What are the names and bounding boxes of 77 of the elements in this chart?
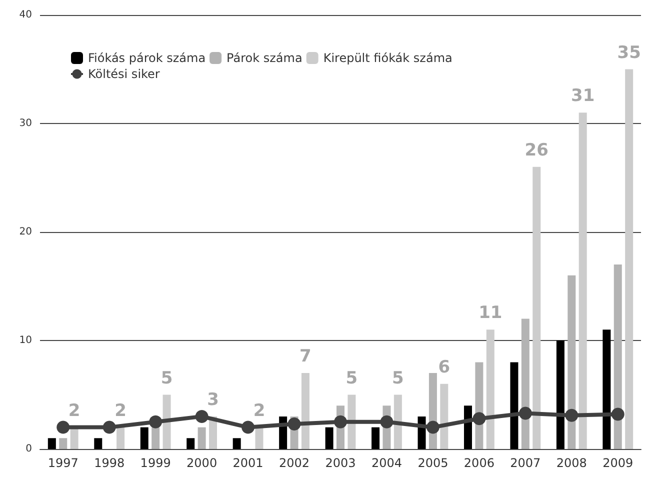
x-tick-label: 1997 xyxy=(48,456,78,470)
bar xyxy=(116,427,125,449)
bar xyxy=(578,112,587,449)
data-label: 35 xyxy=(617,42,641,63)
data-label: 2 xyxy=(253,400,266,421)
bar xyxy=(602,330,611,449)
x-tick-label: 2007 xyxy=(510,456,541,470)
bar xyxy=(532,166,541,449)
y-tick-label: 0 xyxy=(26,444,32,454)
point xyxy=(102,420,116,434)
x-tick-label: 2008 xyxy=(556,456,587,470)
bar xyxy=(162,394,171,449)
point xyxy=(565,408,578,422)
data-label: 26 xyxy=(524,140,548,160)
bar xyxy=(372,427,380,449)
bar xyxy=(394,394,402,449)
data-label: 31 xyxy=(571,86,595,106)
data-label: 11 xyxy=(478,303,502,324)
y-tick-label: 30 xyxy=(19,118,32,129)
x-tick-label: 2000 xyxy=(186,456,218,470)
bar xyxy=(568,275,576,449)
x-tick-label: 1998 xyxy=(94,456,125,470)
data-label: 5 xyxy=(346,368,358,388)
bar xyxy=(348,394,356,449)
point xyxy=(518,406,532,420)
bar xyxy=(186,438,195,449)
point xyxy=(380,415,394,428)
x-tick-label: 2004 xyxy=(371,456,402,470)
point xyxy=(288,418,301,431)
bar xyxy=(70,427,78,449)
bar xyxy=(325,427,334,449)
x-tick-label: 2001 xyxy=(232,456,264,470)
bar xyxy=(625,69,634,449)
data-label: 2 xyxy=(114,400,126,421)
x-tick-label: 2003 xyxy=(325,456,356,470)
x-tick-label: 2005 xyxy=(418,456,448,470)
bar xyxy=(614,264,622,449)
point xyxy=(334,415,347,428)
bar xyxy=(94,438,102,449)
x-tick-label: 1999 xyxy=(140,456,171,470)
bar xyxy=(486,330,494,449)
data-label: 7 xyxy=(300,346,312,367)
bar xyxy=(232,438,241,449)
legend-label: Költési siker xyxy=(88,67,160,81)
x-tick-label: 2009 xyxy=(602,456,634,470)
y-tick-label: 10 xyxy=(19,335,32,346)
point xyxy=(56,420,70,434)
bar xyxy=(140,427,148,449)
bar xyxy=(301,373,310,449)
point xyxy=(611,408,624,421)
data-label: 3 xyxy=(207,390,219,410)
data-label: 2 xyxy=(68,400,80,421)
bar xyxy=(440,384,448,449)
bar xyxy=(59,438,68,449)
data-label: 6 xyxy=(438,357,450,378)
point xyxy=(426,420,440,434)
data-label: 5 xyxy=(160,368,173,388)
point xyxy=(242,420,255,434)
bar xyxy=(464,406,472,449)
bar xyxy=(556,340,564,449)
bar xyxy=(255,427,264,449)
point xyxy=(149,415,162,428)
y-tick-label: 40 xyxy=(19,10,32,20)
x-tick-label: 2006 xyxy=(464,456,494,470)
y-tick-label: 20 xyxy=(19,226,32,238)
bar xyxy=(521,318,530,449)
point xyxy=(472,412,486,426)
bar xyxy=(152,427,160,449)
legend-label: Fiókás párok száma xyxy=(88,51,206,65)
legend-label: Kirepült fiókák száma xyxy=(323,51,452,65)
bar xyxy=(48,438,56,449)
legend-label: Párok száma xyxy=(226,51,302,65)
bar xyxy=(198,427,206,449)
x-tick-label: 2002 xyxy=(278,456,310,470)
point xyxy=(195,410,208,423)
bar xyxy=(510,362,518,449)
data-label: 5 xyxy=(392,368,404,388)
